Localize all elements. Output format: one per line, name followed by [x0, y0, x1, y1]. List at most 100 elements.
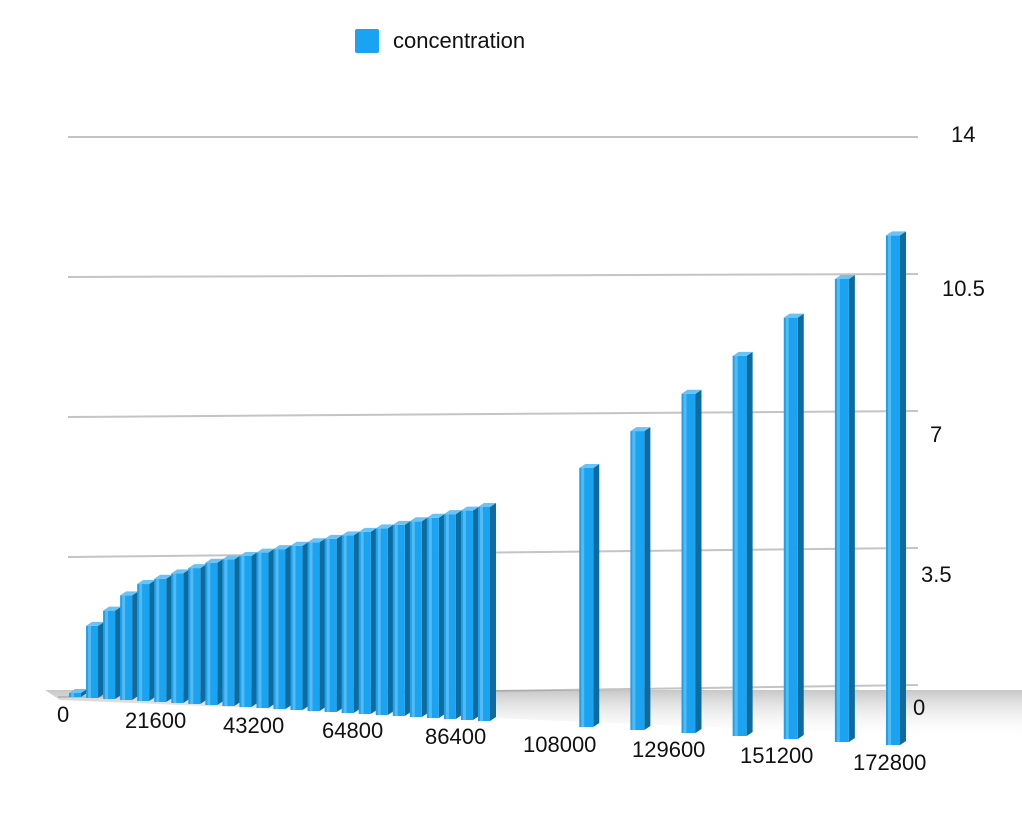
bar: [443, 510, 462, 719]
bar-side: [900, 231, 906, 745]
bar-side: [593, 464, 600, 727]
bar-highlight: [173, 573, 177, 703]
bar-front: [154, 578, 167, 702]
bar-front: [239, 555, 252, 707]
bar: [307, 538, 326, 711]
bar-side: [695, 389, 702, 733]
bar-highlight: [785, 317, 789, 739]
y-tick-label: 7: [930, 422, 942, 447]
bar-side: [353, 531, 360, 713]
bar-highlight: [377, 528, 381, 715]
bar-side: [746, 351, 753, 736]
bar-top: [273, 545, 292, 550]
bar-highlight: [445, 514, 449, 719]
bar-side: [848, 274, 855, 742]
bar: [103, 606, 122, 699]
bar-side: [132, 591, 139, 700]
bar-front: [188, 568, 201, 704]
bar-front: [341, 535, 354, 713]
x-axis-ticks: 0 21600 43200 64800 86400 108000 129600 151200 1…: [57, 702, 926, 775]
bar-front: [409, 521, 422, 717]
bar-top: [290, 541, 309, 546]
bar-side: [302, 541, 309, 710]
bar-highlight: [139, 584, 143, 701]
bar-front: [460, 510, 473, 720]
bar-highlight: [632, 431, 636, 730]
bar-top: [392, 520, 411, 525]
bar-highlight: [292, 545, 296, 710]
bar-top: [86, 621, 105, 626]
bar-highlight: [156, 578, 160, 702]
bar-front: [273, 549, 286, 709]
bar-side: [490, 502, 496, 721]
bar-side: [285, 545, 292, 709]
bar: [120, 591, 139, 700]
bar-front: [120, 595, 133, 700]
gridline: [67, 273, 919, 278]
bar-front: [443, 514, 456, 719]
bar-highlight: [258, 552, 262, 708]
gridline: [67, 410, 919, 418]
x-tick-label: 108000: [523, 732, 596, 757]
bar-top: [188, 564, 207, 569]
bar-front: [392, 524, 405, 716]
bar-top: [732, 351, 753, 356]
bar: [290, 541, 309, 710]
bar: [137, 580, 156, 701]
bar-side: [115, 606, 122, 699]
bar: [86, 621, 105, 698]
bar-highlight: [888, 235, 891, 745]
bar-highlight: [207, 562, 211, 705]
bar-side: [387, 524, 394, 715]
bar-front: [69, 693, 81, 697]
bar: [783, 313, 804, 739]
bar-side: [98, 621, 105, 698]
bar-side: [438, 513, 445, 718]
bar-top: [120, 591, 139, 596]
bars: [69, 231, 906, 745]
bar-front: [307, 542, 320, 711]
bar-highlight: [360, 531, 364, 714]
bar: [478, 502, 496, 721]
bar-top: [324, 534, 343, 539]
bar: [886, 231, 906, 745]
bar-highlight: [71, 693, 74, 697]
bar-top: [834, 274, 855, 279]
bar-top: [341, 531, 360, 536]
bar-top: [579, 464, 600, 469]
bar-top: [137, 580, 156, 585]
x-tick-label: 129600: [632, 737, 705, 762]
bar: [171, 569, 190, 703]
bar-side: [370, 527, 377, 714]
bar-highlight: [88, 625, 92, 698]
bar-side: [81, 689, 87, 697]
bar-side: [166, 574, 173, 702]
bar-highlight: [122, 595, 126, 700]
y-tick-label: 0: [913, 695, 925, 720]
bar-highlight: [224, 559, 228, 706]
x-tick-label: 86400: [425, 724, 486, 749]
bar-highlight: [326, 538, 330, 712]
bar: [426, 513, 445, 718]
bar-top: [256, 548, 275, 553]
bar: [409, 517, 428, 717]
x-tick-label: 64800: [322, 718, 383, 743]
bar-side: [404, 520, 411, 716]
bar-top: [154, 574, 173, 579]
bar-highlight: [105, 610, 109, 699]
bar-top: [103, 606, 122, 611]
bar: [69, 689, 87, 697]
bar-top: [375, 524, 394, 529]
bar: [205, 558, 224, 705]
bar-front: [290, 545, 303, 710]
bar-top: [222, 555, 241, 560]
x-tick-label: 151200: [740, 743, 813, 768]
bar-highlight: [734, 355, 738, 736]
bar-highlight: [309, 542, 313, 711]
bar-front: [205, 562, 218, 705]
bar-top: [783, 313, 804, 318]
bar-front: [358, 531, 371, 714]
bar-side: [149, 580, 156, 701]
bar-side: [268, 548, 275, 708]
bar-side: [319, 538, 326, 711]
